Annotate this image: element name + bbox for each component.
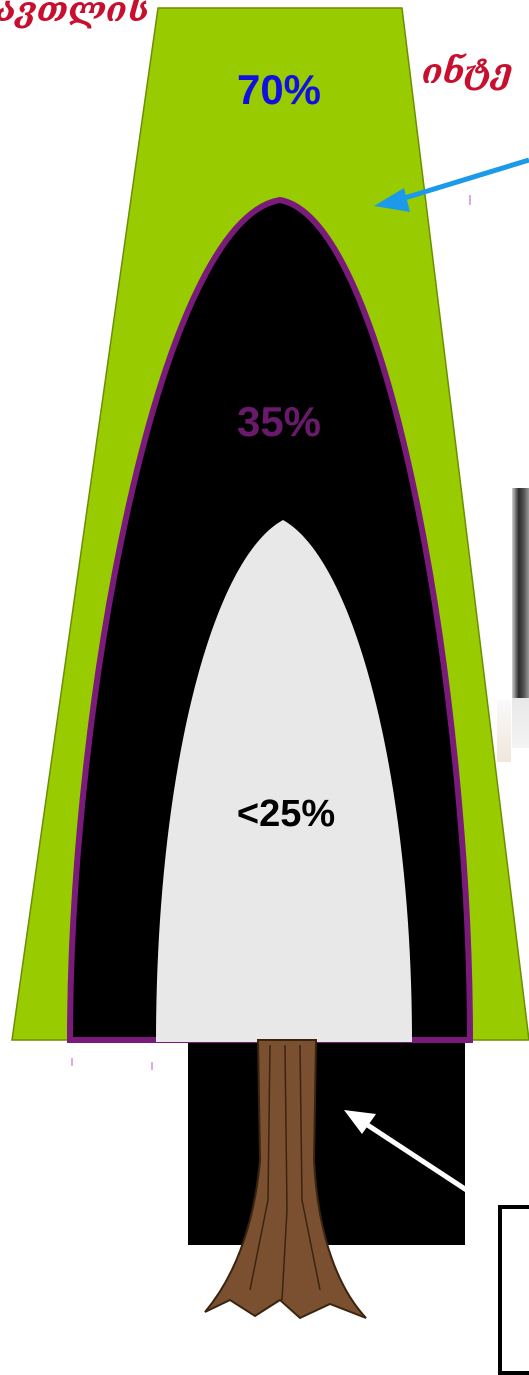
title-left-label: ავთლის	[0, 0, 150, 30]
cropped-photo	[512, 488, 529, 748]
white-arrow	[344, 1110, 502, 1215]
tick-marks	[71, 195, 471, 1070]
title-right-label: ინტე	[422, 52, 513, 92]
cropped-photo-slice	[497, 700, 511, 762]
diagram-canvas: 70% 35% <25%	[11, 7, 529, 1320]
tree-trunk	[204, 1039, 367, 1320]
inner-percent-label: <25%	[237, 793, 335, 835]
callout-box	[498, 1205, 529, 1375]
outer-percent-label: 70%	[237, 66, 321, 113]
trunk-bark-lines	[249, 1044, 321, 1301]
inner-crown-zone	[156, 520, 412, 1042]
blue-arrow	[374, 157, 529, 212]
crown-base-block	[188, 1040, 465, 1245]
middle-percent-label: 35%	[237, 398, 321, 445]
